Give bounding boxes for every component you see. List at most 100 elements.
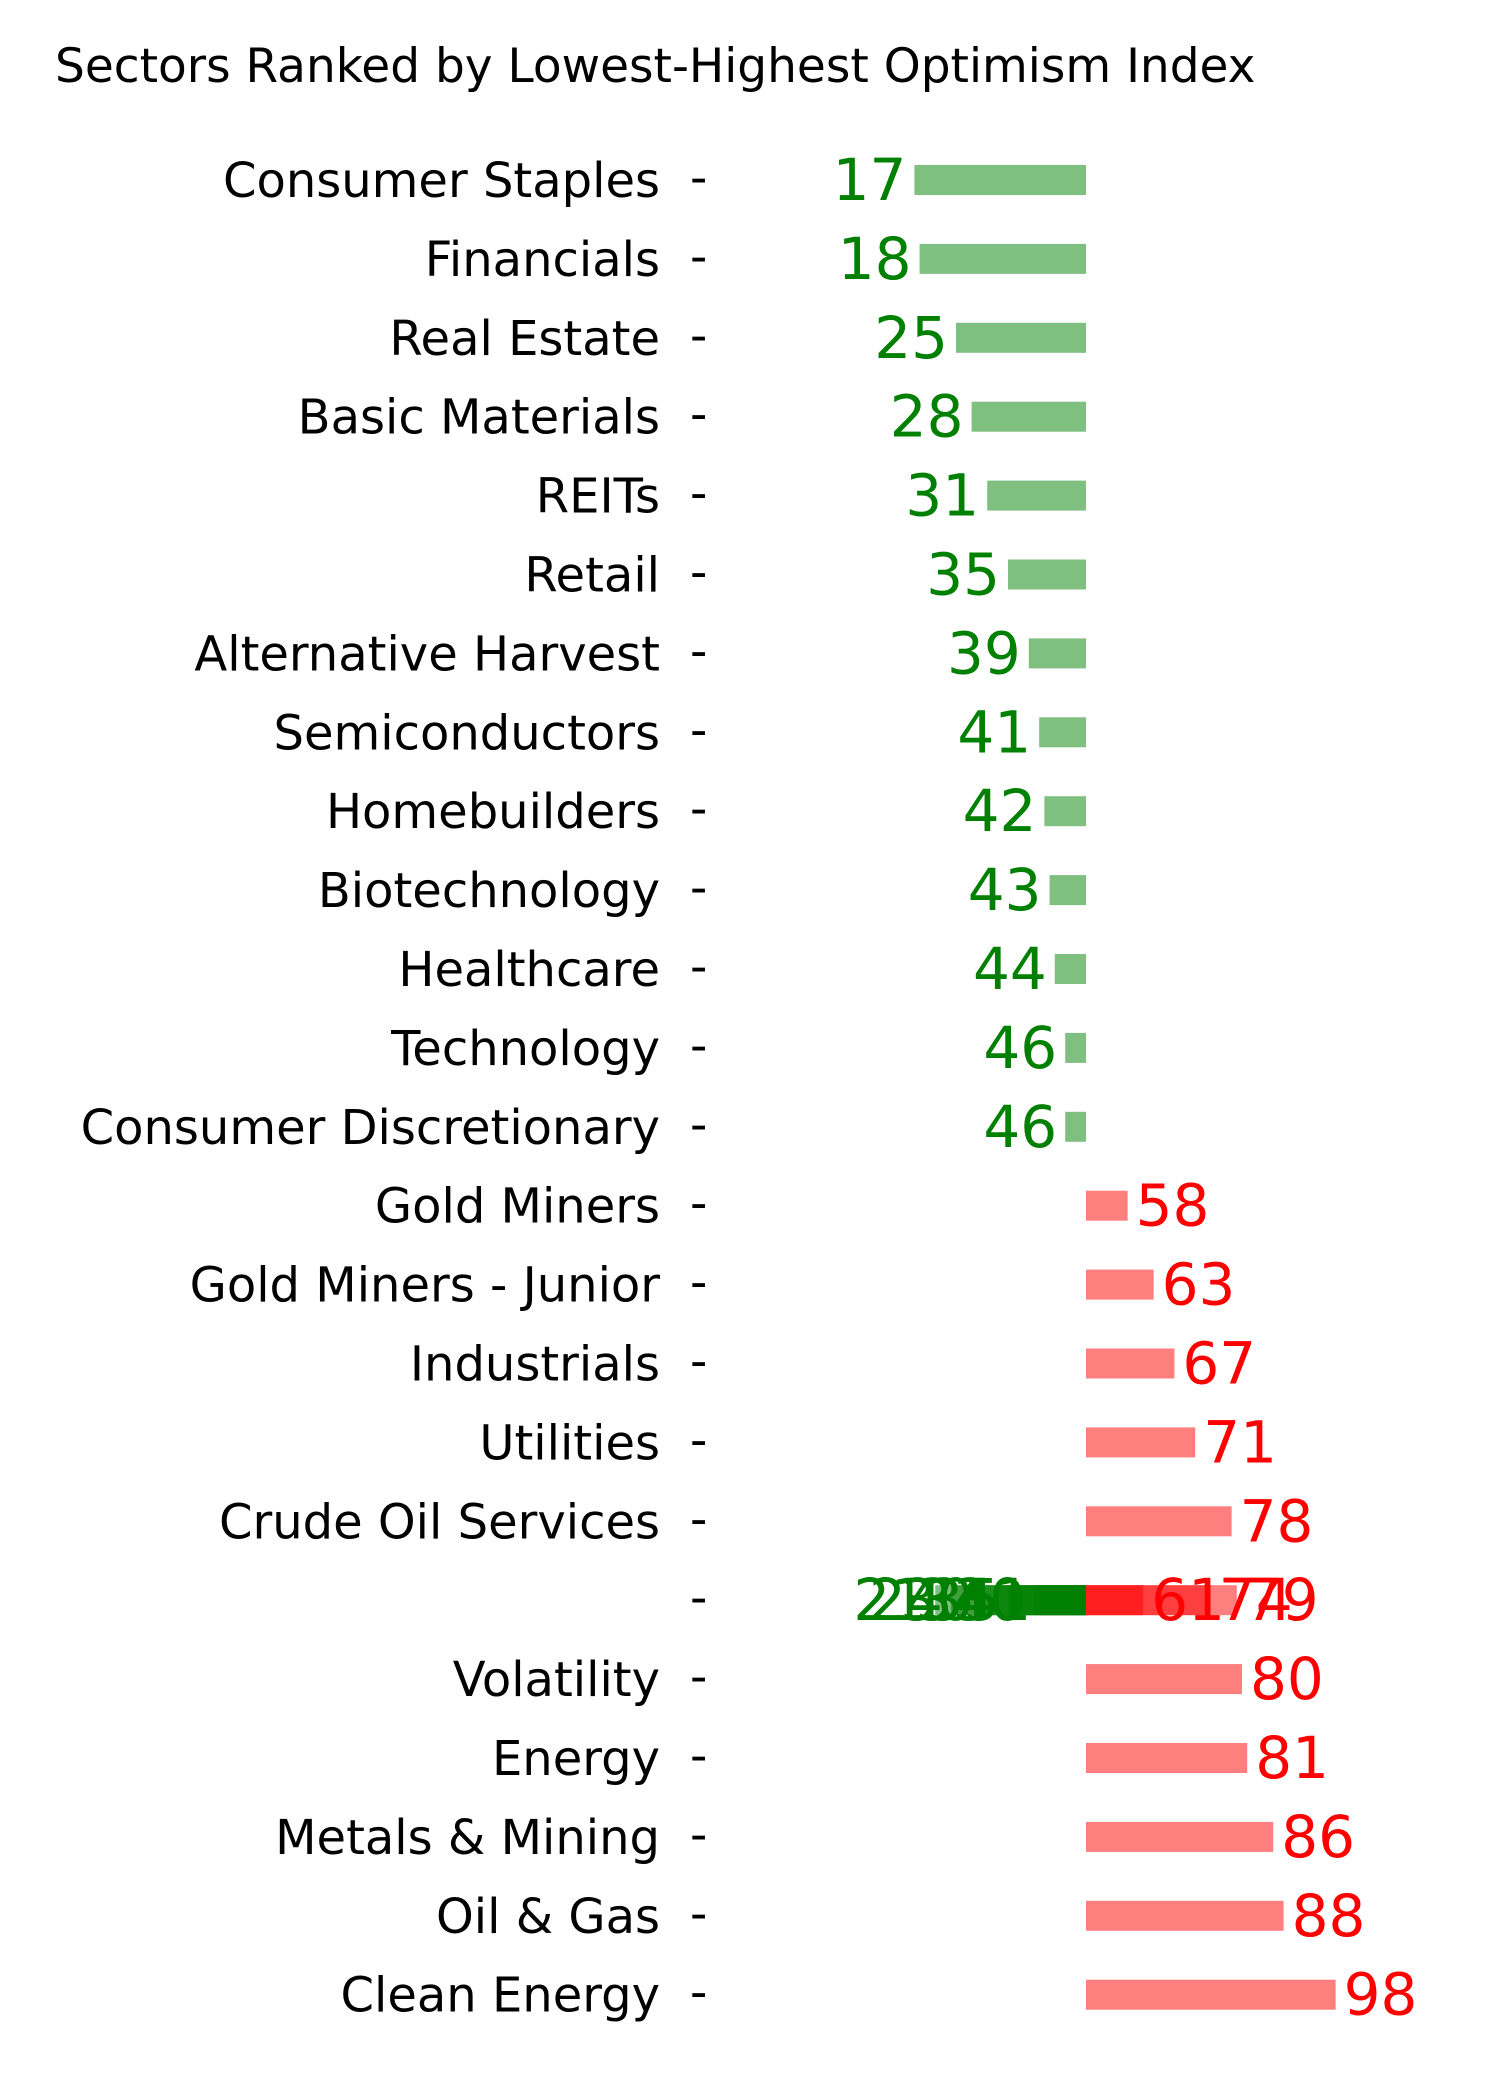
category-label-15: Industrials [410, 1337, 660, 1393]
tick-mark-11: - [690, 1018, 707, 1074]
bar-3 [971, 401, 1086, 432]
tick-mark-5: - [690, 545, 707, 601]
bar-7 [1039, 717, 1086, 748]
bar-6 [1028, 638, 1086, 669]
value-label-18-2: 30 [900, 1566, 974, 1634]
bar-10 [1054, 954, 1086, 984]
tick-mark-15: - [690, 1334, 707, 1390]
value-label-14: 63 [1162, 1251, 1236, 1319]
value-label-4: 31 [905, 462, 979, 530]
category-label-11: Technology [390, 1021, 660, 1077]
bar-21 [1086, 1821, 1274, 1852]
tick-mark-6: - [690, 623, 707, 679]
category-label-22: Oil & Gas [436, 1889, 660, 1945]
category-label-6: Alternative Harvest [194, 626, 660, 682]
bar-18-9 [1086, 1585, 1237, 1616]
bar-23 [1086, 1979, 1336, 2010]
tick-mark-8: - [690, 781, 707, 837]
chart-title: Sectors Ranked by Lowest-Highest Optimis… [55, 39, 1255, 94]
bar-18-6 [1039, 1585, 1086, 1616]
value-label-18-4: 35 [926, 1566, 1000, 1634]
tick-mark-12: - [690, 1097, 707, 1153]
category-label-7: Semiconductors [274, 705, 660, 761]
tick-mark-23: - [690, 1965, 707, 2021]
value-label-12: 46 [983, 1093, 1057, 1161]
category-label-4: REITs [536, 469, 660, 525]
value-label-16: 71 [1203, 1408, 1277, 1476]
category-label-1: Financials [425, 232, 660, 288]
value-label-1: 18 [838, 225, 912, 293]
tick-mark-2: - [690, 308, 707, 364]
bar-11 [1065, 1032, 1086, 1063]
value-label-6: 39 [947, 619, 1021, 687]
value-label-15: 67 [1182, 1330, 1256, 1398]
bar-0 [914, 165, 1086, 195]
bar-5 [1008, 559, 1086, 590]
bar-16 [1086, 1427, 1196, 1458]
category-label-16: Utilities [479, 1415, 660, 1471]
category-label-17: Crude Oil Services [219, 1494, 660, 1550]
category-label-19: Volatility [453, 1652, 660, 1708]
value-label-18-1: 24 [869, 1566, 943, 1634]
tick-mark-10: - [690, 939, 707, 995]
value-label-9: 43 [968, 856, 1042, 924]
bar-20 [1086, 1743, 1248, 1773]
tick-mark-17: - [690, 1491, 707, 1547]
value-label-8: 42 [963, 777, 1037, 845]
value-label-5: 35 [926, 541, 1000, 609]
value-label-21: 86 [1281, 1803, 1355, 1871]
bar-19 [1086, 1664, 1242, 1695]
tick-mark-21: - [690, 1807, 707, 1863]
bar-12 [1065, 1111, 1086, 1142]
category-label-5: Retail [524, 548, 660, 604]
tick-mark-4: - [690, 466, 707, 522]
category-label-12: Consumer Discretionary [81, 1100, 660, 1156]
bar-17 [1086, 1506, 1232, 1537]
tick-mark-18: - [690, 1570, 707, 1626]
value-label-3: 28 [890, 383, 964, 451]
category-label-23: Clean Energy [340, 1968, 660, 2024]
category-label-13: Gold Miners [375, 1179, 660, 1235]
category-label-14: Gold Miners - Junior [190, 1258, 661, 1314]
tick-mark-20: - [690, 1728, 707, 1784]
bar-14 [1086, 1269, 1154, 1300]
bar-4 [987, 480, 1086, 511]
bar-13 [1086, 1190, 1128, 1221]
category-label-21: Metals & Mining [275, 1810, 660, 1866]
value-label-7: 41 [957, 698, 1031, 766]
bar-9 [1049, 875, 1086, 906]
tick-mark-16: - [690, 1412, 707, 1468]
category-label-20: Energy [492, 1731, 660, 1787]
tick-mark-22: - [690, 1886, 707, 1942]
value-label-18-0: 21 [853, 1566, 927, 1634]
value-label-18-6: 41 [957, 1566, 1031, 1634]
category-label-8: Homebuilders [326, 784, 660, 840]
category-label-9: Biotechnology [318, 863, 660, 919]
tick-mark-0: - [690, 150, 707, 206]
value-label-20: 81 [1255, 1724, 1329, 1792]
category-label-2: Real Estate [389, 311, 660, 367]
value-label-18-3: 33 [916, 1566, 990, 1634]
category-label-0: Consumer Staples [223, 153, 660, 209]
bar-2 [956, 322, 1086, 353]
value-label-18-9: 79 [1245, 1566, 1319, 1634]
value-label-0: 17 [833, 146, 907, 214]
value-label-19: 80 [1250, 1645, 1324, 1713]
tick-mark-14: - [690, 1255, 707, 1311]
value-label-17: 78 [1240, 1487, 1314, 1555]
bar-22 [1086, 1900, 1284, 1931]
value-label-13: 58 [1136, 1172, 1210, 1240]
value-label-11: 46 [983, 1014, 1057, 1082]
category-label-3: Basic Materials [298, 390, 660, 446]
value-label-22: 88 [1292, 1882, 1366, 1950]
value-label-18-5: 40 [952, 1566, 1026, 1634]
tick-mark-1: - [690, 229, 707, 285]
value-label-10: 44 [973, 935, 1047, 1003]
tick-mark-3: - [690, 387, 707, 443]
value-label-23: 98 [1344, 1961, 1418, 2029]
tick-mark-19: - [690, 1649, 707, 1705]
bar-1 [919, 243, 1086, 274]
bar-8 [1044, 796, 1086, 827]
